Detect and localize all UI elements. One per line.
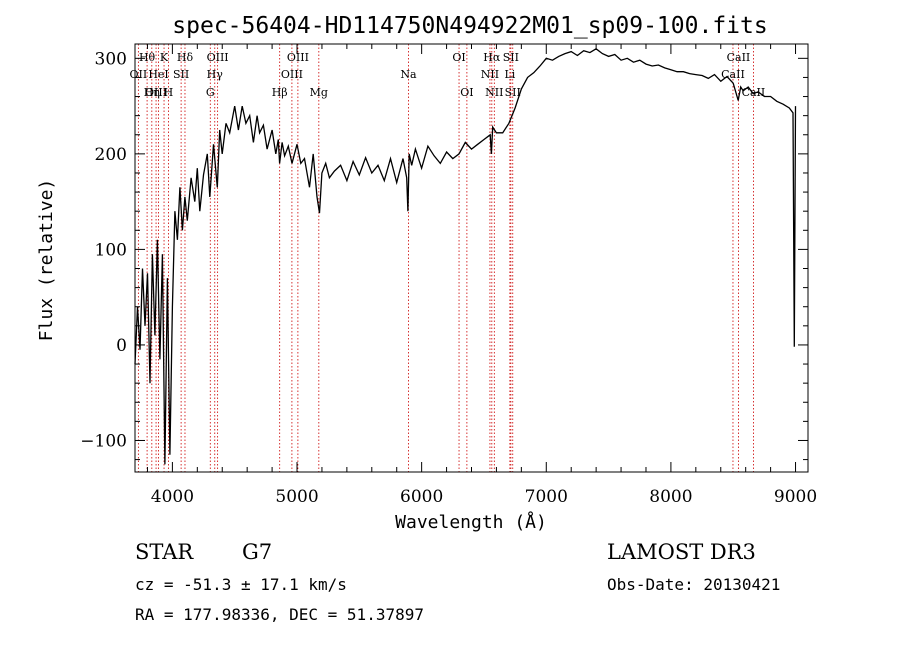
x-tick-label-1: 5000 [275,487,318,507]
line-label-1: OII [130,68,148,81]
y-tick-label-4: 300 [95,49,127,69]
coordinates: RA = 177.98336, DEC = 51.37897 [135,605,424,624]
y-tick-label-0: −100 [80,431,127,451]
line-label-12: OIII [287,51,309,64]
y-tick-label-1: 0 [116,336,127,356]
line-label-22: Li [504,68,515,81]
observation-date: Obs-Date: 20130421 [607,575,780,594]
survey-name: LAMOST DR3 [607,540,756,564]
line-label-0: Hθ [139,51,156,64]
y-tick-label-2: 100 [95,240,127,260]
line-label-21: NII [481,68,499,81]
x-axis-label: Wavelength (Å) [395,511,547,533]
y-axis-label: Flux (relative) [36,179,57,342]
x-axis-ticks: 4000 5000 6000 7000 8000 9000 [146,44,817,507]
line-label-3: K [160,51,169,64]
line-label-13: OIII [281,68,303,81]
x-tick-label-5: 9000 [774,487,817,507]
line-label-9: OIII [207,51,229,64]
chart-title: spec-56404-HD114750N494922M01_sp09-100.f… [172,13,767,39]
x-tick-label-0: 4000 [151,487,194,507]
x-tick-label-2: 6000 [400,487,443,507]
line-label-10: Hγ [207,68,224,81]
line-label-7: SII [173,68,189,81]
line-label-23: NII [485,86,503,99]
line-label-11: G [206,86,215,99]
line-label-5: Hη [144,86,160,99]
line-label-20: SII [503,51,519,64]
line-label-15: Mg [310,86,328,99]
y-axis-ticks: −100 0 100 200 300 [80,49,808,461]
object-class: STAR [135,540,194,564]
line-label-16: Na [400,68,417,81]
line-label-27: CaII [742,86,766,99]
spectrum-line [134,48,797,465]
line-label-26: CaII [721,68,745,81]
redshift-value: cz = -51.3 ± 17.1 km/s [135,575,347,594]
line-label-25: CaII [727,51,751,64]
line-label-24: SII [505,86,521,99]
y-tick-label-3: 200 [95,145,127,165]
x-tick-label-3: 7000 [525,487,568,507]
line-label-4: HeI [148,68,168,81]
emission-line-markers [137,44,754,472]
plot-frame [134,43,809,473]
line-label-17: OI [452,51,465,64]
object-subclass: G7 [242,540,272,564]
line-label-19: Hα [483,51,501,64]
line-label-6: Hδ [177,51,194,64]
line-label-18: OI [460,86,473,99]
line-label-2: OIII [145,86,167,99]
line-label-14: Hβ [272,86,288,99]
line-label-8: H [164,86,174,99]
x-tick-label-4: 8000 [649,487,692,507]
